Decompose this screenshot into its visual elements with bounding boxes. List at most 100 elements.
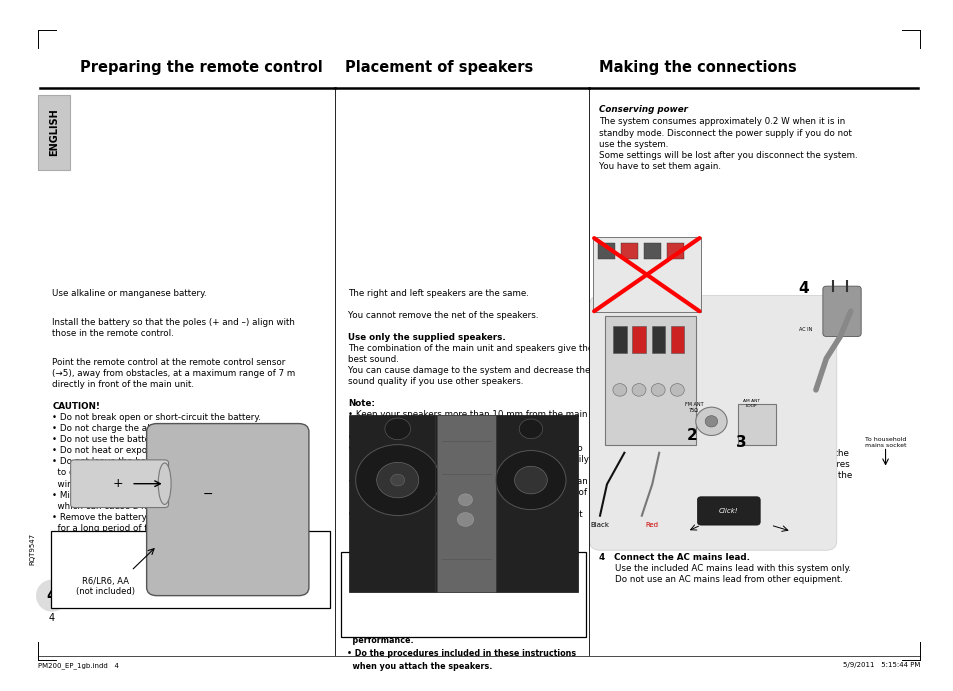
- Text: • Do the procedures included in these instructions: • Do the procedures included in these in…: [346, 649, 575, 658]
- Circle shape: [514, 466, 547, 494]
- Text: AC IN: AC IN: [798, 327, 811, 332]
- Text: −: −: [203, 488, 213, 500]
- Text: directly in front of the main unit.: directly in front of the main unit.: [52, 380, 194, 389]
- Text: • These speakers do not have magnetic shielding. Do: • These speakers do not have magnetic sh…: [348, 444, 582, 453]
- Text: (short-circuit) or reverse the: (short-circuit) or reverse the: [724, 449, 848, 458]
- FancyBboxPatch shape: [598, 243, 615, 259]
- Text: windows closed.: windows closed.: [52, 480, 130, 489]
- Text: CAUTION!: CAUTION!: [57, 537, 103, 546]
- Text: – When you adjust the sound quality.: – When you adjust the sound quality.: [348, 543, 515, 552]
- Text: Install the battery so that the poles (+ and –) align with: Install the battery so that the poles (+…: [52, 318, 295, 327]
- FancyBboxPatch shape: [822, 286, 861, 337]
- FancyBboxPatch shape: [737, 404, 775, 445]
- FancyBboxPatch shape: [71, 460, 169, 507]
- Text: cause damage to the system and decrease the life of: cause damage to the system and decrease …: [348, 488, 587, 497]
- Text: Place the antenna where reception is best.: Place the antenna where reception is bes…: [615, 511, 801, 520]
- FancyBboxPatch shape: [632, 326, 645, 353]
- Text: 4   Connect the AC mains lead.: 4 Connect the AC mains lead.: [598, 553, 749, 562]
- FancyBboxPatch shape: [697, 497, 760, 525]
- FancyBboxPatch shape: [666, 243, 683, 259]
- Text: • When you play at high levels for a long period, it can: • When you play at high levels for a lon…: [348, 477, 587, 486]
- Text: 3   Connect the AM loop antenna.: 3 Connect the AM loop antenna.: [598, 528, 762, 537]
- FancyBboxPatch shape: [348, 415, 578, 592]
- Text: not put them near TVs, PCs or other equipment easily: not put them near TVs, PCs or other equi…: [348, 455, 588, 464]
- Text: • Do not charge the alkaline or manganese battery.: • Do not charge the alkaline or manganes…: [52, 424, 277, 433]
- Text: speakers.: speakers.: [724, 482, 766, 491]
- Text: sound quality if you use other speakers.: sound quality if you use other speakers.: [348, 377, 523, 386]
- Circle shape: [458, 494, 472, 506]
- Text: 2: 2: [686, 428, 697, 444]
- Text: Click!: Click!: [719, 508, 738, 514]
- FancyBboxPatch shape: [613, 326, 626, 353]
- Text: PM200_EP_1gb.indd   4: PM200_EP_1gb.indd 4: [38, 662, 119, 669]
- Circle shape: [612, 384, 626, 396]
- Ellipse shape: [158, 463, 171, 504]
- Text: RQT9547: RQT9547: [29, 533, 35, 565]
- Circle shape: [670, 384, 683, 396]
- Text: to direct sunlight for a long period of time with doors and: to direct sunlight for a long period of …: [52, 468, 309, 477]
- FancyBboxPatch shape: [643, 243, 660, 259]
- Text: performance.: performance.: [346, 636, 413, 645]
- Text: You can cause damage to the system and decrease the: You can cause damage to the system and d…: [348, 366, 590, 375]
- Text: • Remove the battery if you do not use the remote control: • Remove the battery if you do not use t…: [52, 513, 307, 522]
- Text: • Decrease the volume in these conditions to prevent: • Decrease the volume in these condition…: [348, 510, 582, 519]
- Text: ENGLISH: ENGLISH: [49, 108, 59, 156]
- Text: batteries according to the manufacturer’s instructions.: batteries according to the manufacturer’…: [57, 591, 288, 600]
- FancyBboxPatch shape: [340, 552, 585, 636]
- Text: best sound.: best sound.: [348, 355, 398, 364]
- Text: • Do not break open or short-circuit the battery.: • Do not break open or short-circuit the…: [52, 413, 261, 422]
- Text: • Do not heat or expose to flame.: • Do not heat or expose to flame.: [52, 446, 199, 455]
- Text: 1   Connect the speakers.: 1 Connect the speakers.: [598, 412, 724, 421]
- Text: the system.: the system.: [348, 499, 404, 508]
- Text: 4: 4: [47, 588, 57, 603]
- Text: The right and left speakers are the same.: The right and left speakers are the same…: [348, 289, 529, 298]
- Text: amplifier and speakers and can cause a fire.: amplifier and speakers and can cause a f…: [346, 597, 553, 606]
- Circle shape: [456, 513, 474, 527]
- Circle shape: [651, 384, 664, 396]
- Text: Use only the supplied speakers.: Use only the supplied speakers.: [348, 333, 505, 342]
- Text: 3: 3: [735, 435, 745, 450]
- Text: – When you play distorted sound.: – When you play distorted sound.: [348, 532, 499, 541]
- FancyBboxPatch shape: [38, 95, 70, 170]
- Text: Danger of explosion if battery is incorrectly replaced.: Danger of explosion if battery is incorr…: [57, 551, 282, 560]
- Text: +: +: [112, 477, 124, 490]
- Text: FM ANT
75Ω: FM ANT 75Ω: [684, 402, 702, 413]
- Circle shape: [518, 419, 542, 439]
- Text: Consult an approved service personnel if damage: Consult an approved service personnel if…: [346, 609, 577, 619]
- Text: • Do not use the battery if the cover has peeled off.: • Do not use the battery if the cover ha…: [52, 435, 278, 444]
- Text: • Use the speakers only with the recommended: • Use the speakers only with the recomme…: [346, 571, 561, 580]
- Text: use the system.: use the system.: [598, 140, 668, 149]
- Text: CAUTION!: CAUTION!: [52, 402, 100, 411]
- FancyBboxPatch shape: [589, 296, 836, 550]
- Text: Red: Red: [645, 522, 659, 528]
- Text: Do not use an AC mains lead from other equipment.: Do not use an AC mains lead from other e…: [615, 575, 842, 584]
- Text: CAUTION!: CAUTION!: [346, 558, 391, 567]
- Text: The combination of the main unit and speakers give the: The combination of the main unit and spe…: [348, 344, 593, 353]
- Text: Placement of speakers: Placement of speakers: [345, 60, 533, 75]
- Text: 5/9/2011   5:15:44 PM: 5/9/2011 5:15:44 PM: [841, 662, 919, 668]
- Text: recommended by the manufacturer. Dispose of used: recommended by the manufacturer. Dispose…: [57, 578, 279, 587]
- Circle shape: [695, 407, 726, 435]
- Circle shape: [704, 416, 717, 427]
- Text: those in the remote control.: those in the remote control.: [52, 329, 174, 338]
- Text: 1: 1: [603, 296, 614, 311]
- Text: Point the remote control at the remote control sensor: Point the remote control at the remote c…: [52, 358, 286, 367]
- Text: • Mishandling of battery can cause electrolyte leakage,: • Mishandling of battery can cause elect…: [52, 491, 294, 500]
- Circle shape: [384, 418, 410, 439]
- Text: damage:: damage:: [348, 521, 392, 530]
- Text: for ventilation.: for ventilation.: [348, 422, 417, 430]
- Text: • Do not leave the battery(ies) in an automobile exposed: • Do not leave the battery(ies) in an au…: [52, 457, 302, 466]
- FancyBboxPatch shape: [437, 415, 496, 592]
- Text: To household
mains socket: To household mains socket: [863, 437, 905, 448]
- Circle shape: [36, 580, 68, 612]
- Text: occurs or if there is a sudden apparent change in: occurs or if there is a sudden apparent …: [346, 623, 576, 632]
- Text: which can cause a fire.: which can cause a fire.: [52, 502, 158, 511]
- Text: 2   Connect the FM indoor antenna.: 2 Connect the FM indoor antenna.: [598, 500, 773, 509]
- Text: 4: 4: [49, 614, 55, 623]
- Text: AM ANT
LOOP: AM ANT LOOP: [742, 399, 760, 408]
- FancyBboxPatch shape: [604, 316, 695, 445]
- Text: standby mode. Disconnect the power supply if you do not: standby mode. Disconnect the power suppl…: [598, 129, 851, 138]
- Text: • Keep your speakers more than 10 mm from the main unit: • Keep your speakers more than 10 mm fro…: [348, 410, 607, 419]
- Text: Conserving power: Conserving power: [598, 105, 687, 114]
- Text: system. If not, you can cause damage to the: system. If not, you can cause damage to …: [346, 584, 553, 593]
